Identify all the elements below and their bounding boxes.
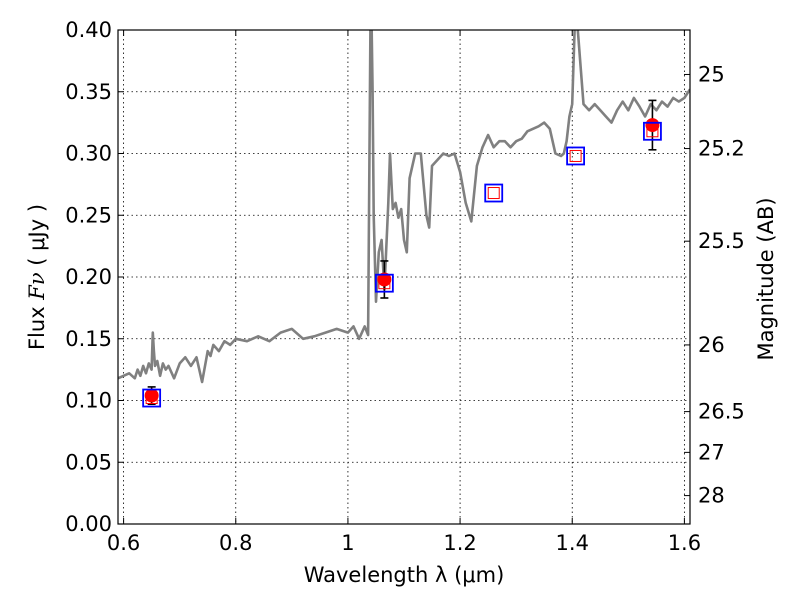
- right-axis-label: Magnitude (AB): [754, 197, 778, 360]
- y-tick-label: 0.20: [65, 265, 112, 289]
- y2-tick-label: 25: [698, 62, 725, 86]
- observed-point: [377, 272, 392, 287]
- model-point-inner: [646, 125, 659, 138]
- y-axis-label-unit: ( μJy ): [25, 204, 49, 272]
- x-axis-label: Wavelength λ (μm): [304, 563, 505, 587]
- observed-point: [144, 388, 159, 403]
- x-tick-label: 0.8: [219, 531, 252, 555]
- model-point: [374, 273, 394, 293]
- y-tick-label: 0.00: [65, 512, 112, 536]
- y-tick-label: 0.05: [65, 450, 112, 474]
- model-point-inner: [569, 149, 582, 162]
- model-point-inner: [487, 187, 500, 200]
- x-tick-label: 1.4: [556, 531, 589, 555]
- grid: [118, 30, 690, 524]
- y-tick-label: 0.25: [65, 203, 112, 227]
- x-tick-label: 1: [341, 531, 354, 555]
- x-tick-label: 1.6: [668, 531, 701, 555]
- model-point: [484, 183, 504, 203]
- y-tick-label: 0.35: [65, 80, 112, 104]
- sed-model-line: [118, 30, 690, 384]
- tick-labels: 0.6 0.8 1 1.2 1.4 1.6 0.00 0.05 0.10 0.15 0.20 0.25…: [65, 18, 745, 555]
- y-tick-label: 0.30: [65, 142, 112, 166]
- model-point-inner: [145, 392, 158, 405]
- y-axis-label: Flux Fν ( μJy ): [25, 204, 49, 350]
- ticks: [118, 29, 690, 525]
- y2-tick-label: 27: [698, 440, 725, 464]
- y-axis-label-symbol: Fν: [25, 272, 49, 301]
- y2-tick-label: 26.5: [698, 400, 745, 424]
- x-tick-label: 0.6: [107, 531, 140, 555]
- model-point-inner: [378, 277, 391, 290]
- y2-tick-label: 28: [698, 484, 725, 508]
- plot-area: [118, 30, 690, 408]
- y-tick-label: 0.15: [65, 327, 112, 351]
- y-axis-label-prefix: Flux: [25, 300, 49, 350]
- observed-point: [645, 118, 660, 133]
- model-point: [566, 146, 585, 166]
- y2-tick-label: 25.2: [698, 137, 745, 161]
- y2-tick-label: 25.5: [698, 229, 745, 253]
- model-point: [142, 388, 162, 408]
- y-tick-label: 0.10: [65, 389, 112, 413]
- y2-tick-label: 26: [698, 333, 725, 357]
- x-tick-label: 1.2: [443, 531, 476, 555]
- model-point: [643, 121, 662, 141]
- y-tick-label: 0.40: [65, 18, 112, 42]
